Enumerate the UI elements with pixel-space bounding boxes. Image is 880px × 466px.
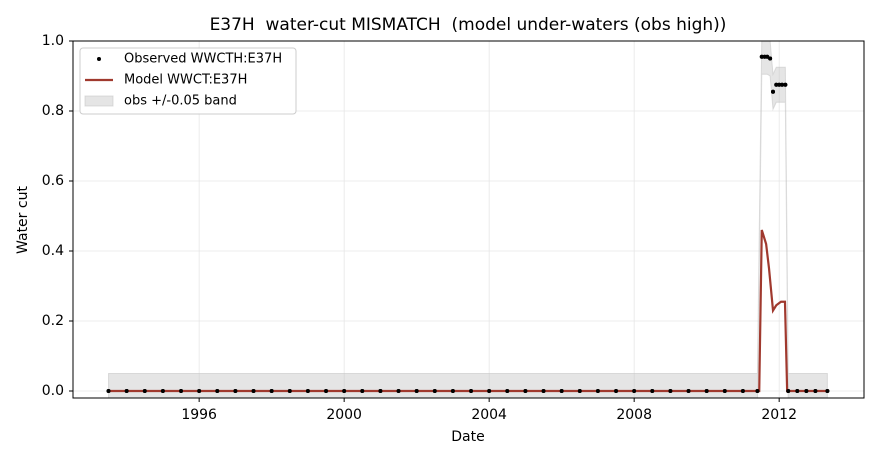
chart-title: E37H water-cut MISMATCH (model under-wat… — [210, 15, 727, 35]
y-tick-label: 0.4 — [42, 243, 64, 259]
x-axis-label: Date — [451, 429, 484, 445]
observed-point — [179, 389, 184, 393]
observed-point — [740, 389, 745, 393]
observed-point — [765, 54, 770, 59]
observed-point — [777, 82, 782, 87]
plot-area — [106, 41, 830, 398]
observed-point — [650, 389, 655, 393]
observed-point — [595, 389, 600, 393]
legend-box — [79, 47, 297, 115]
observed-point — [783, 82, 788, 87]
band — [108, 41, 828, 398]
observed-point — [825, 389, 830, 393]
observed-point — [795, 389, 800, 393]
model-line — [108, 229, 828, 393]
observed-point — [160, 389, 165, 393]
observed-point — [450, 389, 455, 393]
observed-point — [197, 389, 202, 393]
observed-point — [251, 389, 256, 393]
observed-point — [774, 82, 779, 87]
observed-point — [378, 389, 383, 393]
y-tick-label: 1.0 — [42, 33, 64, 49]
x-tick-label: 1996 — [181, 407, 217, 423]
observed-point — [432, 389, 437, 393]
observed-point — [686, 389, 691, 393]
observed-point — [342, 389, 347, 393]
observed-point — [305, 389, 310, 393]
y-tick-label: 0.2 — [42, 313, 64, 329]
observed-point — [505, 389, 510, 393]
observed-point — [722, 389, 727, 393]
y-tick-label: 0.8 — [42, 103, 64, 119]
observed-point — [414, 389, 419, 393]
observed-point — [668, 389, 673, 393]
observed-point — [396, 389, 401, 393]
y-tick-label: 0.6 — [42, 173, 64, 189]
observed-point — [287, 389, 292, 393]
observed-point — [768, 56, 773, 61]
axes-frame — [72, 40, 865, 399]
axes: 0.0 0.2 0.4 0.6 0.8 1.0 1996 2000 2004 2008 2012 — [42, 33, 797, 423]
observed-point — [541, 389, 546, 393]
observed-point — [215, 389, 220, 393]
x-tick-label: 2008 — [616, 407, 652, 423]
y-axis-label: Water cut — [15, 186, 31, 254]
observed-point — [360, 389, 365, 393]
observed-point — [523, 389, 528, 393]
observed-point — [704, 389, 709, 393]
y-tick-label: 0.0 — [42, 383, 64, 399]
x-tick-label: 2012 — [761, 407, 797, 423]
legend-label: obs +/-0.05 band — [124, 94, 237, 109]
observed-point — [124, 389, 129, 393]
legend-marker — [84, 95, 114, 107]
observed-point — [755, 389, 760, 393]
observed-point — [324, 389, 329, 393]
observed-point — [269, 389, 274, 393]
legend-label: Model WWCT:E37H — [124, 73, 247, 88]
observed-point — [771, 89, 776, 94]
observed-point — [577, 389, 582, 393]
observed-point — [469, 389, 474, 393]
x-tick-label: 2000 — [326, 407, 362, 423]
legend-marker — [97, 57, 101, 61]
observed-point — [142, 389, 147, 393]
x-tick-label: 2004 — [471, 407, 507, 423]
observed-point — [487, 389, 492, 393]
observed-point — [786, 389, 791, 393]
observed-point — [759, 54, 764, 59]
observed-point — [559, 389, 564, 393]
observed-point — [813, 389, 818, 393]
legend: Observed WWCTH:E37H Model WWCT:E37H obs +/… — [79, 47, 297, 115]
observed-point — [614, 389, 619, 393]
legend-label: Observed WWCTH:E37H — [124, 52, 282, 67]
observed-point — [106, 389, 111, 393]
observed-point — [804, 389, 809, 393]
observed-point — [632, 389, 637, 393]
observed-point — [233, 389, 238, 393]
observed-point — [780, 82, 785, 87]
